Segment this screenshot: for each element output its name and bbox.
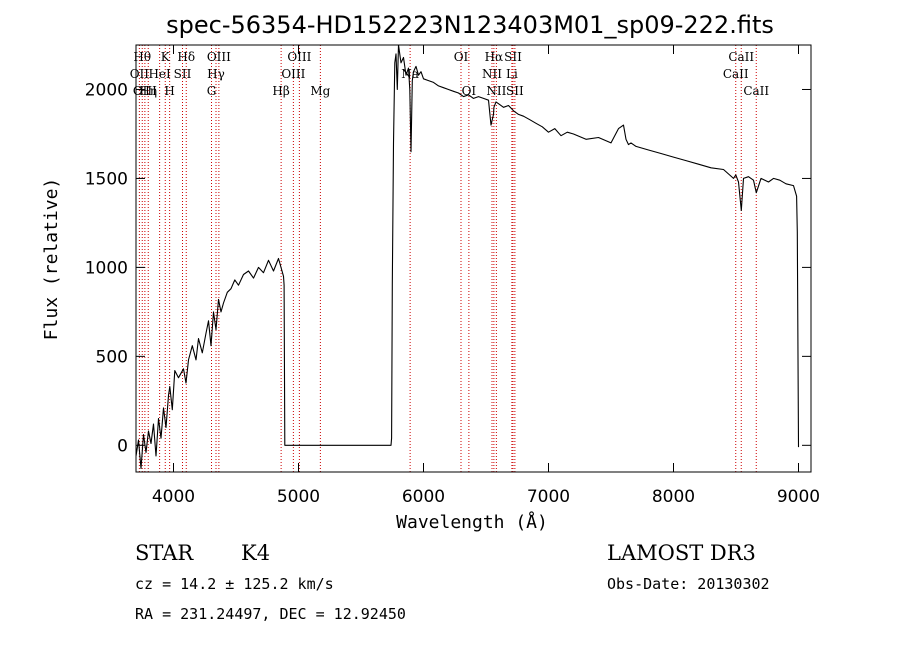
coordinates: RA = 231.24497, DEC = 12.92450 xyxy=(135,605,406,623)
line-label-22: Li xyxy=(506,67,518,81)
line-label-2: OIII xyxy=(133,84,157,98)
line-label-23: SII xyxy=(504,50,522,64)
x-tick-label-4: 8000 xyxy=(652,487,695,507)
spectral-line-markers xyxy=(138,45,757,472)
line-label-19: NII xyxy=(482,67,502,81)
line-label-27: CaII xyxy=(743,84,769,98)
line-label-6: H xyxy=(164,84,174,98)
line-label-20: Hα xyxy=(485,50,504,64)
series-layer xyxy=(135,44,800,469)
chart-title: spec-56354-HD152223N123403M01_sp09-222.f… xyxy=(166,11,774,39)
line-label-8: Hδ xyxy=(177,50,195,64)
line-label-9: G xyxy=(207,84,217,98)
x-tick-label-2: 6000 xyxy=(402,487,445,507)
x-axis-label: Wavelength (Å) xyxy=(396,511,548,533)
redshift-info: cz = 14.2 ± 125.2 km/s xyxy=(135,575,334,593)
line-label-7: SII xyxy=(174,67,192,81)
line-label-1: Hθ xyxy=(133,50,151,64)
line-label-10: Hγ xyxy=(207,67,225,81)
line-label-14: OIII xyxy=(287,50,311,64)
line-label-26: CaII xyxy=(728,50,754,64)
object-subclass: K4 xyxy=(241,541,270,565)
y-tick-label-0: 0 xyxy=(117,436,128,456)
y-axis-ticks: 0 500 1000 1500 2000 xyxy=(85,80,811,456)
y-tick-label-2: 1000 xyxy=(85,258,128,278)
line-label-0: OII xyxy=(130,67,150,81)
line-label-15: Mg xyxy=(310,84,330,98)
x-tick-label-1: 5000 xyxy=(277,487,320,507)
line-label-24: SII xyxy=(506,84,524,98)
y-tick-label-1: 500 xyxy=(96,347,128,367)
plot-frame xyxy=(135,44,812,473)
observation-date: Obs-Date: 20130302 xyxy=(607,575,770,593)
line-label-12: Hβ xyxy=(272,84,289,98)
line-label-25: CaII xyxy=(723,67,749,81)
line-label-21: NII xyxy=(486,84,506,98)
x-tick-label-5: 9000 xyxy=(777,487,820,507)
x-tick-label-0: 4000 xyxy=(152,487,195,507)
line-label-11: OIII xyxy=(207,50,231,64)
y-tick-label-4: 2000 xyxy=(85,80,128,100)
line-label-13: OIII xyxy=(281,67,305,81)
line-label-5: K xyxy=(161,50,171,64)
x-axis-ticks: 4000 5000 6000 7000 8000 9000 xyxy=(152,45,820,507)
y-axis-label: Flux (relative) xyxy=(41,178,62,341)
x-tick-label-3: 7000 xyxy=(527,487,570,507)
spectral-line-labels: OIIHθOIIIHηHeIKHSIIHδGHγOIIIHβOIIIOIIIMg… xyxy=(130,50,770,98)
survey-name: LAMOST DR3 xyxy=(607,541,756,565)
line-label-17: OI xyxy=(454,50,469,64)
object-class: STAR xyxy=(135,541,194,565)
spectrum-line-0 xyxy=(135,44,800,469)
line-label-4: HeI xyxy=(148,67,171,81)
line-label-18: OI xyxy=(462,84,477,98)
line-label-3: Hη xyxy=(139,84,157,98)
y-tick-label-3: 1500 xyxy=(85,169,128,189)
